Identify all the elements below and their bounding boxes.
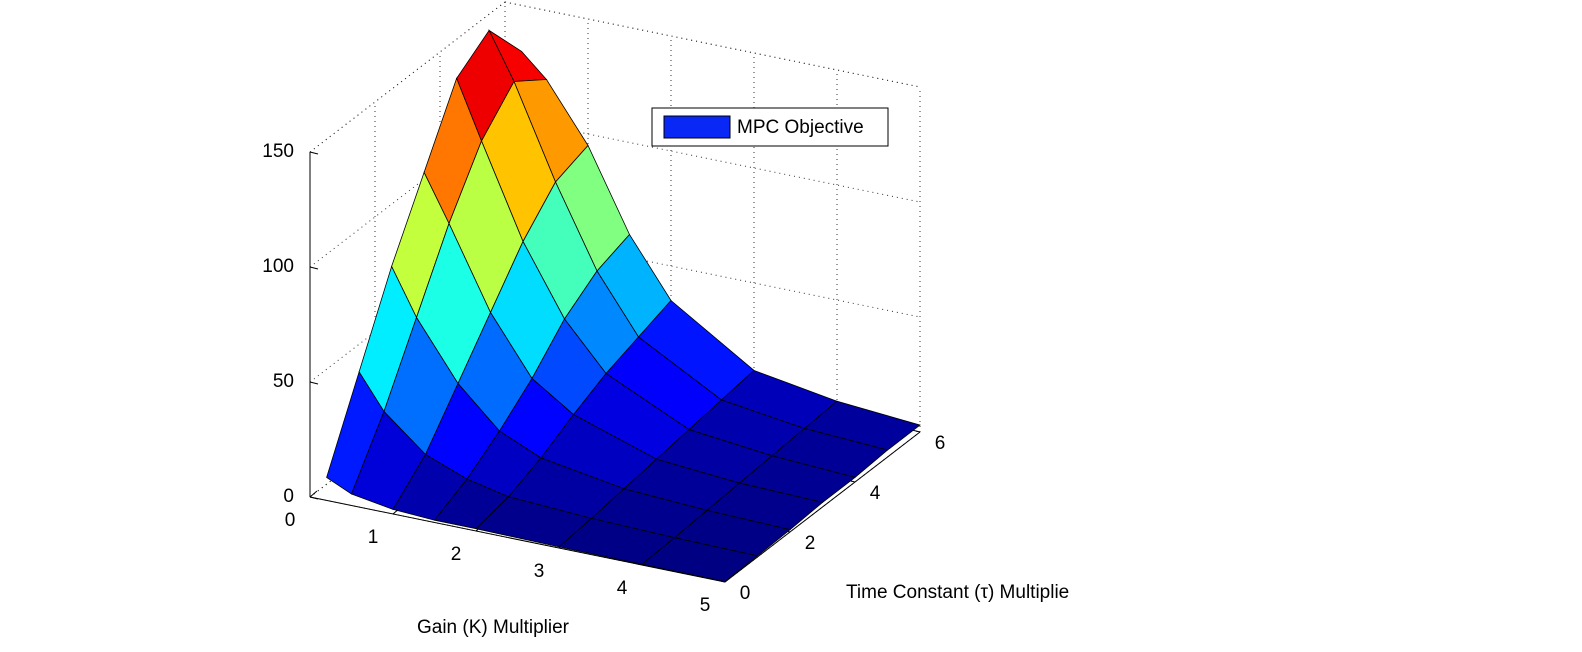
y-axis-label: Time Constant (τ) Multiplie bbox=[846, 582, 1069, 603]
z-tick-label: 100 bbox=[262, 256, 294, 277]
z-tick bbox=[309, 266, 319, 270]
z-tick-label: 150 bbox=[262, 141, 294, 162]
x-tick-label: 3 bbox=[534, 561, 545, 582]
z-tick bbox=[309, 496, 319, 500]
y-axis bbox=[724, 431, 921, 583]
x-tick bbox=[309, 490, 318, 498]
y-tick-label: 6 bbox=[935, 433, 946, 454]
y-tick-label: 2 bbox=[805, 533, 816, 554]
legend-swatch bbox=[663, 115, 731, 139]
grid-line bbox=[504, 1, 921, 88]
legend-label: MPC Objective bbox=[737, 117, 864, 138]
x-tick-label: 0 bbox=[285, 510, 296, 531]
x-axis bbox=[309, 496, 726, 583]
z-tick-label: 0 bbox=[283, 486, 294, 507]
z-tick-label: 50 bbox=[273, 371, 294, 392]
x-axis-label: Gain (K) Multiplier bbox=[417, 617, 570, 638]
y-tick-label: 0 bbox=[740, 583, 751, 604]
z-tick bbox=[309, 151, 319, 155]
x-tick-label: 2 bbox=[451, 544, 462, 565]
y-tick-label: 4 bbox=[870, 483, 881, 504]
surface-patch bbox=[641, 537, 759, 582]
x-tick-label: 1 bbox=[368, 527, 379, 548]
x-tick-label: 5 bbox=[700, 595, 711, 616]
surface bbox=[326, 29, 921, 582]
z-tick bbox=[309, 381, 319, 385]
grid-line bbox=[309, 1, 506, 153]
x-tick-label: 4 bbox=[617, 578, 628, 599]
